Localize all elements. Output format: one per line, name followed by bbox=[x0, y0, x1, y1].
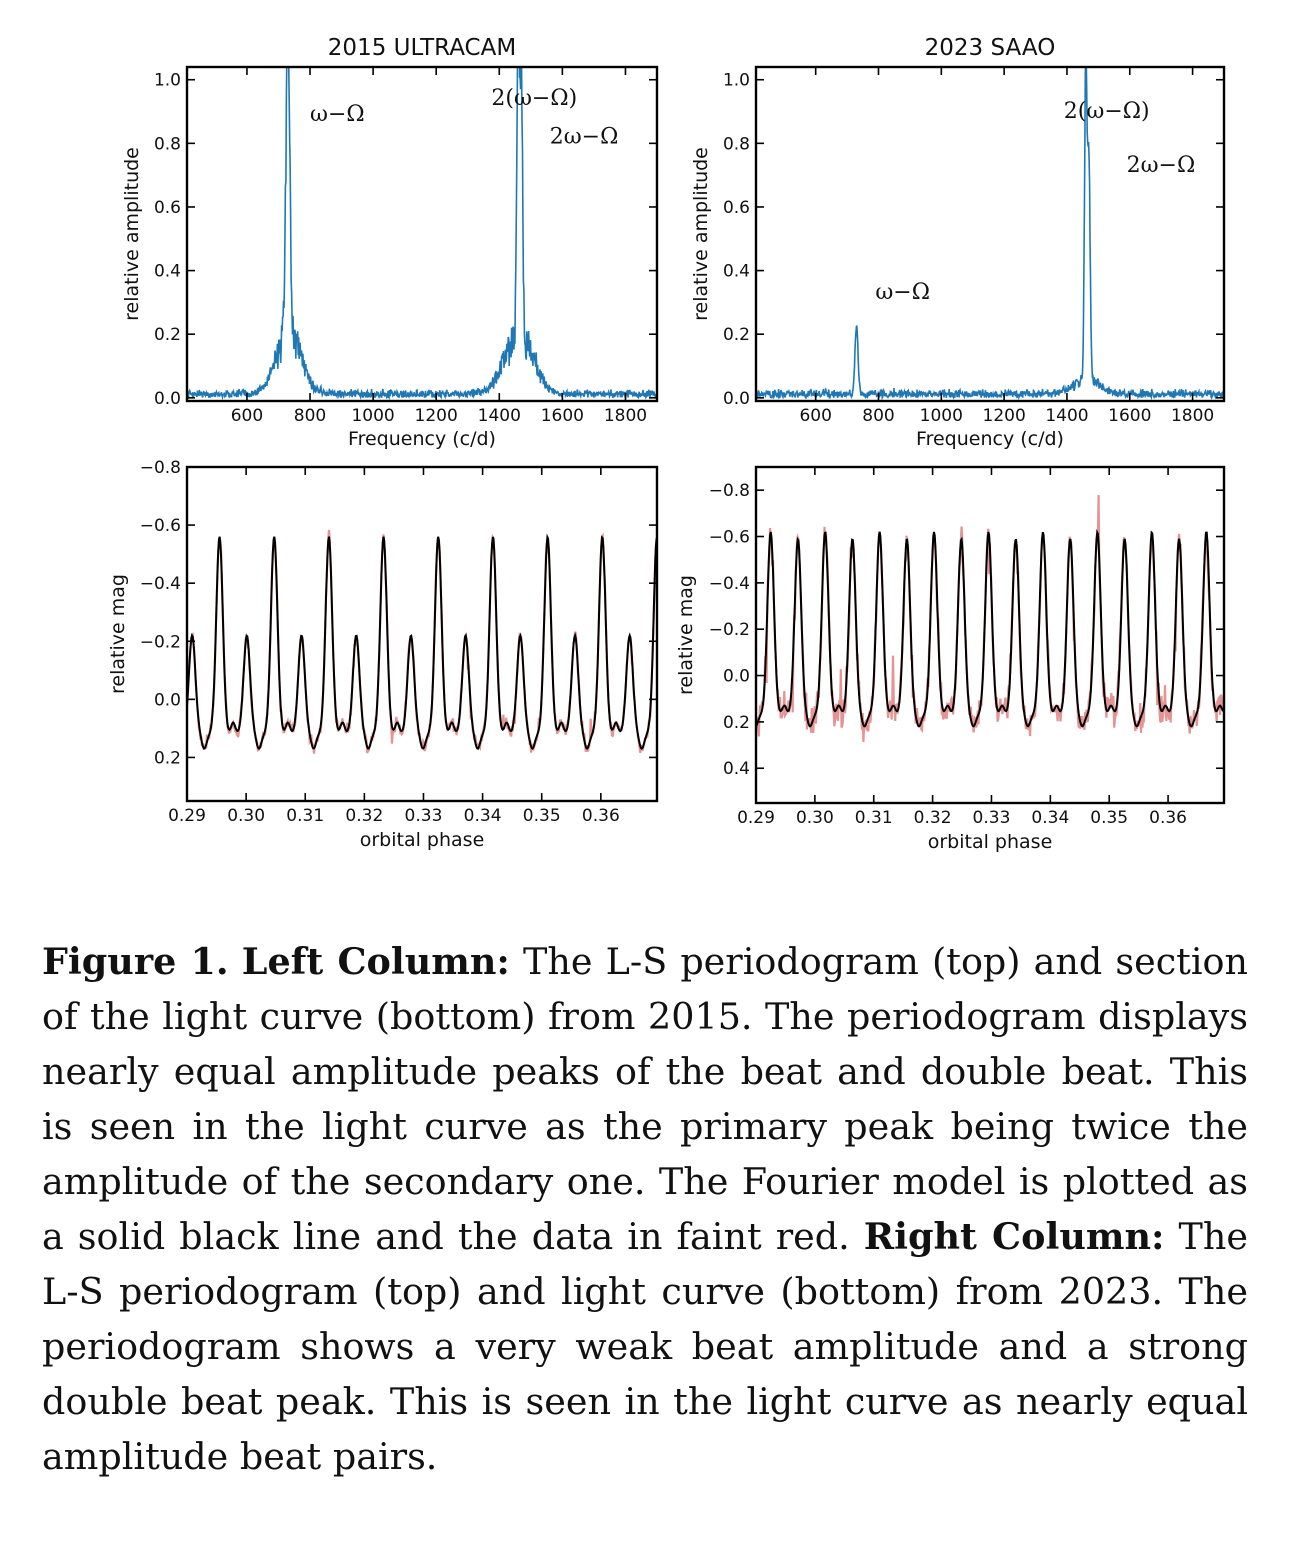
y-tick-label: −0.2 bbox=[140, 632, 181, 652]
figure-caption: Figure 1. Left Column: The L-S periodogr… bbox=[42, 934, 1248, 1484]
x-tick-label: 0.31 bbox=[855, 808, 893, 828]
y-tick-label: −0.6 bbox=[709, 528, 750, 548]
model-line bbox=[756, 528, 1224, 728]
x-tick-label: 0.35 bbox=[1090, 808, 1128, 828]
y-tick-label: 0.2 bbox=[723, 713, 750, 733]
y-tick-label: 0.6 bbox=[723, 198, 750, 218]
lightcurve-2023-panel: 0.29 0.30 0.31 0.32 0.33 0.34 0.35 0.36 −0.8 −0.6… bbox=[675, 465, 1226, 853]
y-tick-label: 0.8 bbox=[723, 134, 750, 154]
x-tick-label: 1000 bbox=[351, 406, 394, 426]
x-tick-label: 0.29 bbox=[168, 806, 206, 826]
x-tick-label: 600 bbox=[231, 406, 263, 426]
periodogram-2015-panel: 600 800 1000 1200 1400 1600 1800 0.0 0.2 0.4 0.6 0.… bbox=[121, 35, 659, 450]
x-axis-label: Frequency (c/d) bbox=[348, 428, 496, 450]
x-tick-label: 800 bbox=[294, 406, 326, 426]
plot-area bbox=[756, 67, 1224, 401]
x-tick-label: 1600 bbox=[1108, 406, 1151, 426]
y-axis-label: relative mag bbox=[675, 575, 697, 695]
y-tick-label: 0.4 bbox=[723, 262, 750, 282]
caption-left-heading: Left Column: bbox=[241, 940, 510, 983]
y-tick-label: −0.4 bbox=[140, 574, 181, 594]
x-tick-label: 1000 bbox=[920, 406, 963, 426]
caption-right-heading: Right Column: bbox=[863, 1215, 1165, 1258]
y-tick-label: 1.0 bbox=[723, 71, 750, 91]
y-tick-label: −0.8 bbox=[709, 481, 750, 501]
periodogram-2023-panel: 600 800 1000 1200 1400 1600 1800 0.0 0.2 0.4 0.6 0.… bbox=[690, 35, 1226, 450]
y-tick-label: 0.2 bbox=[723, 325, 750, 345]
y-tick-label: −0.2 bbox=[709, 620, 750, 640]
x-tick-label: 0.33 bbox=[405, 806, 443, 826]
x-tick-label: 800 bbox=[862, 406, 894, 426]
y-tick-label: 0.2 bbox=[154, 325, 181, 345]
periodogram-line bbox=[756, 67, 1224, 401]
x-axis-label: orbital phase bbox=[360, 829, 485, 851]
axes-frame bbox=[185, 465, 659, 803]
y-tick-label: 0.0 bbox=[723, 667, 750, 687]
peak-annotation: 2(ω−Ω) bbox=[491, 86, 577, 111]
peak-annotation: 2(ω−Ω) bbox=[1064, 99, 1150, 124]
x-tick-label: 1800 bbox=[604, 406, 647, 426]
x-tick-label: 1800 bbox=[1171, 406, 1214, 426]
peak-annotation: 2ω−Ω bbox=[550, 124, 619, 149]
caption-left-text: The L-S periodogram (top) and section of… bbox=[42, 940, 1249, 1258]
y-axis-label: relative amplitude bbox=[690, 147, 712, 321]
axes-frame bbox=[754, 65, 1226, 403]
x-tick-label: 0.34 bbox=[1031, 808, 1069, 828]
x-tick-label: 1600 bbox=[541, 406, 584, 426]
y-tick-label: 0.0 bbox=[723, 389, 750, 409]
y-tick-label: 0.0 bbox=[154, 389, 181, 409]
x-axis-label: Frequency (c/d) bbox=[916, 428, 1064, 450]
plot-area bbox=[187, 529, 657, 754]
axes-frame bbox=[185, 65, 659, 403]
x-tick-label: 0.34 bbox=[464, 806, 502, 826]
x-tick-label: 1200 bbox=[415, 406, 458, 426]
y-tick-label: 0.4 bbox=[154, 262, 181, 282]
y-tick-label: 0.0 bbox=[154, 690, 181, 710]
data-line bbox=[187, 529, 657, 754]
plot-area bbox=[187, 67, 657, 401]
x-tick-label: 0.36 bbox=[1149, 808, 1187, 828]
chart-title: 2023 SAAO bbox=[925, 35, 1056, 61]
x-tick-label: 0.32 bbox=[345, 806, 383, 826]
y-axis-label: relative mag bbox=[107, 574, 129, 694]
peak-annotation: ω−Ω bbox=[310, 102, 365, 127]
y-tick-label: −0.8 bbox=[140, 458, 181, 478]
y-tick-label: 1.0 bbox=[154, 71, 181, 91]
periodogram-line bbox=[187, 67, 657, 401]
y-tick-label: 0.4 bbox=[723, 759, 750, 779]
axes-frame bbox=[754, 465, 1226, 805]
plot-area bbox=[756, 494, 1224, 743]
caption-label: Figure 1. bbox=[42, 940, 229, 983]
y-tick-label: 0.8 bbox=[154, 134, 181, 154]
y-tick-label: 0.6 bbox=[154, 198, 181, 218]
x-tick-label: 1400 bbox=[478, 406, 521, 426]
caption-right-text: The L-S periodogram (top) and light curv… bbox=[42, 1215, 1249, 1478]
x-tick-label: 0.29 bbox=[737, 808, 775, 828]
x-axis-label: orbital phase bbox=[928, 831, 1053, 853]
x-tick-label: 0.33 bbox=[973, 808, 1011, 828]
peak-annotation: ω−Ω bbox=[875, 280, 930, 305]
x-tick-label: 0.30 bbox=[227, 806, 265, 826]
x-tick-label: 0.32 bbox=[914, 808, 952, 828]
y-tick-label: −0.4 bbox=[709, 574, 750, 594]
lightcurve-2015-panel: 0.29 0.30 0.31 0.32 0.33 0.34 0.35 0.36 −0.8 −0.6… bbox=[107, 458, 659, 851]
model-line bbox=[187, 533, 657, 750]
x-tick-label: 1200 bbox=[983, 406, 1026, 426]
peak-annotation: 2ω−Ω bbox=[1127, 153, 1196, 178]
x-tick-label: 1400 bbox=[1045, 406, 1088, 426]
figure-panels: 600 800 1000 1200 1400 1600 1800 0.0 0.2 0.4 0.6 0.… bbox=[107, 35, 1226, 853]
y-axis-label: relative amplitude bbox=[121, 147, 143, 321]
x-tick-label: 0.31 bbox=[286, 806, 324, 826]
x-tick-label: 0.30 bbox=[796, 808, 834, 828]
chart-title: 2015 ULTRACAM bbox=[328, 35, 516, 61]
x-tick-label: 0.35 bbox=[523, 806, 561, 826]
x-tick-label: 600 bbox=[799, 406, 831, 426]
x-tick-label: 0.36 bbox=[582, 806, 620, 826]
y-tick-label: 0.2 bbox=[154, 748, 181, 768]
y-tick-label: −0.6 bbox=[140, 516, 181, 536]
